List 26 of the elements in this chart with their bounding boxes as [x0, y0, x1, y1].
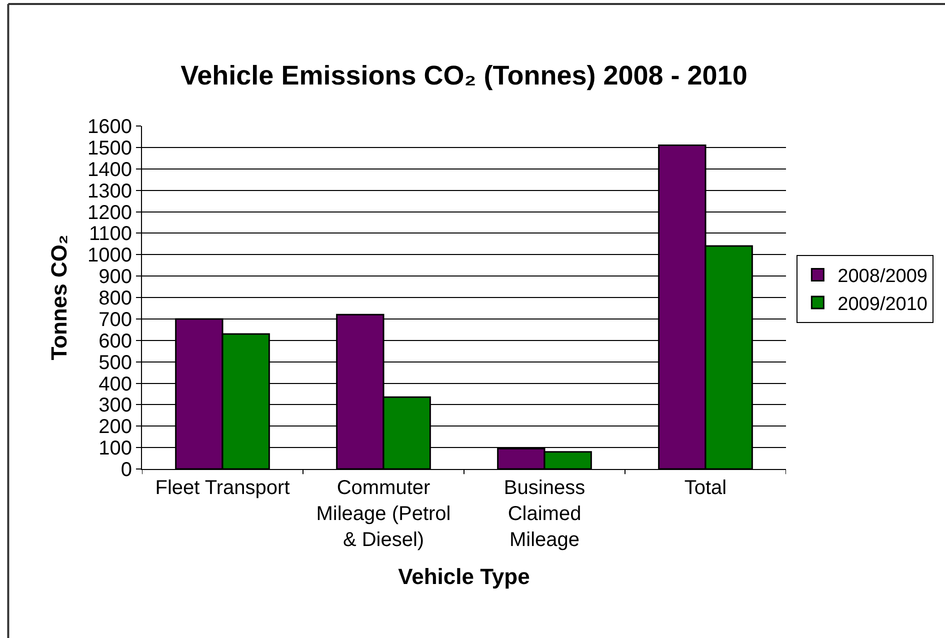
y-tick-label: 400: [98, 373, 132, 396]
y-tick-label: 200: [98, 416, 132, 438]
chart-title: Vehicle Emissions CO₂ (Tonnes) 2008 - 2010: [180, 60, 748, 90]
legend-label: 2008/2009: [838, 266, 928, 288]
x-tick-label: Commuter Mileage (Petrol & Diesel): [316, 477, 451, 551]
y-tick-label: 1000: [88, 244, 132, 267]
y-tick-label: 800: [98, 288, 132, 310]
y-tick-label: 1400: [88, 158, 132, 181]
x-tick-label: Total: [684, 477, 727, 499]
y-tick-label: 700: [98, 308, 132, 331]
y-tick-label: 1300: [88, 180, 132, 202]
y-tick-label: 1200: [88, 202, 132, 224]
y-tick-label: 1500: [88, 137, 132, 160]
y-axis-title: Tonnes CO₂: [46, 234, 72, 360]
y-tick-label: 1100: [88, 223, 132, 246]
x-tick-label: Fleet Transport: [155, 477, 290, 499]
y-tick-label: 900: [98, 266, 132, 288]
y-tick-label: 1600: [88, 116, 132, 138]
y-tick-label: 100: [98, 438, 132, 460]
x-axis-title: Vehicle Type: [398, 564, 530, 589]
x-tick-label: Business Claimed Mileage: [504, 477, 586, 551]
y-tick-label: 300: [98, 394, 132, 417]
y-tick-label: 0: [120, 459, 132, 481]
y-tick-label: 600: [98, 330, 132, 352]
legend-label: 2009/2010: [838, 294, 928, 315]
y-tick-label: 500: [98, 352, 132, 374]
